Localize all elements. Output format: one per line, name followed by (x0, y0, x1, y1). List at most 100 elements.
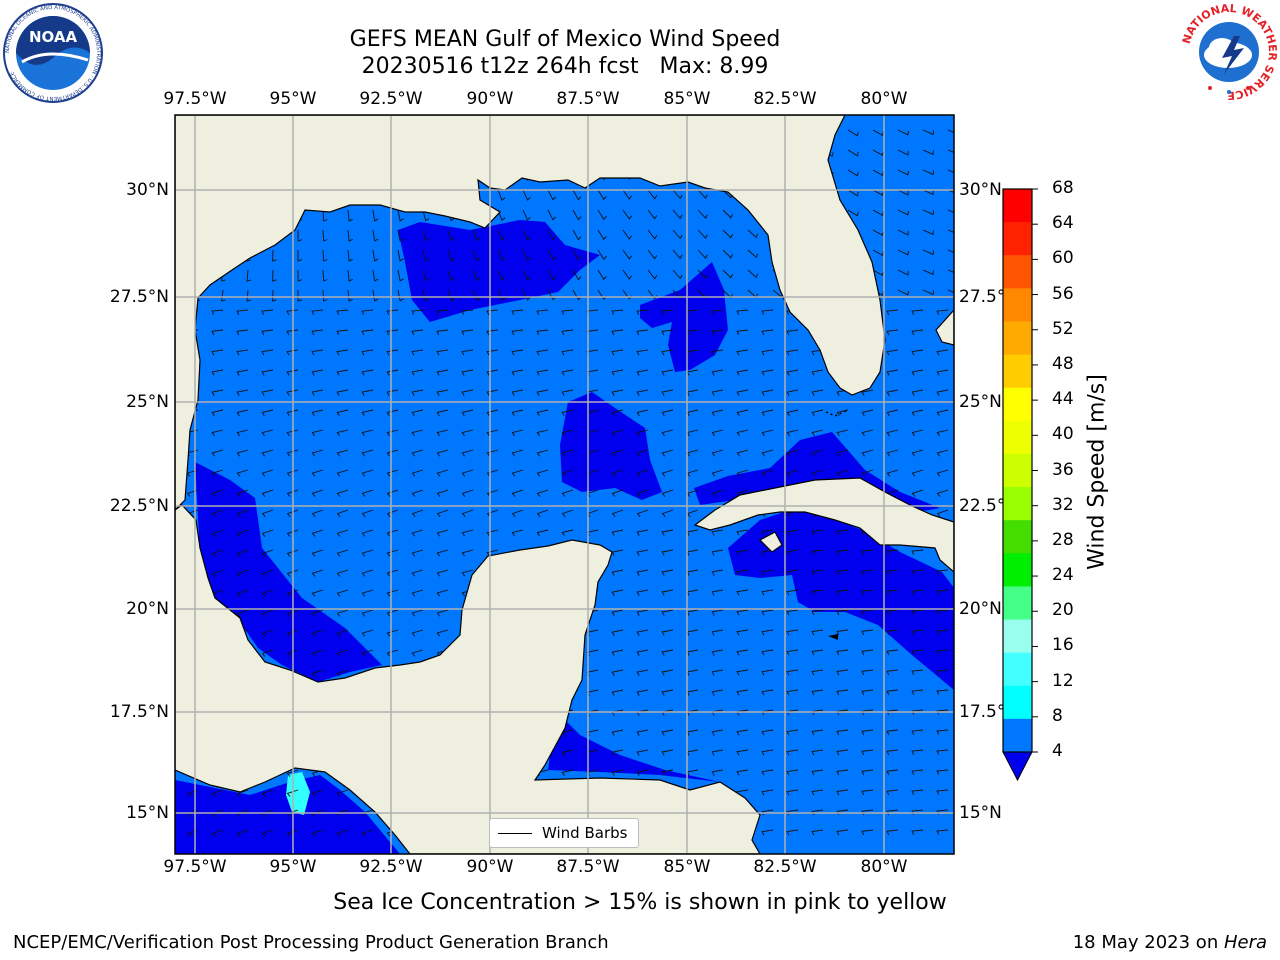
wind-barb (761, 469, 774, 477)
wind-barb (536, 429, 549, 437)
wind-barb (636, 509, 649, 518)
wind-barb (897, 229, 909, 236)
wind-barb (411, 449, 424, 457)
wind-barb (211, 309, 224, 315)
footer-left: NCEP/EMC/Verification Post Processing Pr… (13, 932, 609, 953)
wind-barb (386, 489, 399, 497)
wind-barb (636, 329, 649, 336)
wind-barb (736, 669, 749, 676)
colorbar-tick-label: 12 (1052, 670, 1074, 691)
wind-barb (861, 449, 874, 457)
wind-barb (336, 649, 349, 657)
wind-barb (636, 349, 649, 356)
wind-barb (286, 389, 299, 396)
wind-barb (511, 409, 524, 417)
land-bahamas (935, 309, 954, 346)
wind-barb (561, 489, 574, 497)
chart-title-line1: GEFS MEAN Gulf of Mexico Wind Speed (349, 27, 781, 52)
wind-barb (461, 449, 474, 457)
colorbar-extend-arrow (1002, 751, 1033, 782)
wind-barb (347, 249, 353, 262)
wind-barb (261, 569, 274, 577)
wind-barb (861, 789, 874, 796)
wind-barb (486, 389, 499, 396)
wind-barb (361, 569, 374, 577)
wind-barb (936, 749, 949, 755)
wind-barb (647, 229, 658, 240)
lat-tick-left: 17.5°N (109, 702, 169, 722)
colorbar-tick-label: 16 (1052, 635, 1074, 656)
wind-barb (811, 789, 824, 796)
wind-barb (536, 329, 549, 336)
wind-barb (447, 229, 455, 242)
wind-barb (811, 529, 824, 536)
wind-barb (261, 389, 274, 396)
wind-barb (411, 529, 424, 537)
wind-barb (761, 449, 774, 457)
lat-tick-right: 15°N (959, 803, 1002, 823)
wind-barb (911, 409, 924, 417)
wind-barb (886, 449, 899, 457)
wind-barb (811, 749, 824, 756)
wind-barb (422, 249, 430, 262)
wind-barb (411, 489, 424, 497)
wind-barb (711, 769, 724, 776)
wind-barb (636, 769, 649, 776)
wind-barb (472, 249, 480, 262)
noaa-logo: NATIONAL OCEANIC AND ATMOSPHERIC ADMINIS… (3, 3, 103, 103)
wind-barb (236, 409, 249, 417)
wind-barb (661, 489, 674, 497)
wind-barb (561, 409, 574, 417)
wind-barb (861, 549, 874, 556)
wind-barb (836, 469, 849, 477)
wind-barb (622, 189, 632, 200)
wind-barb (947, 209, 954, 213)
wind-barb (761, 329, 774, 336)
wind-barb (372, 289, 379, 302)
wind-barb (611, 509, 624, 518)
wind-barb (486, 309, 499, 315)
gridlines (175, 115, 954, 854)
wind-barb (836, 409, 849, 417)
wind-barb (886, 829, 899, 835)
wind-barb (911, 589, 924, 595)
wind-barb (597, 249, 607, 261)
wind-barb (397, 269, 404, 282)
wind-barb (736, 329, 749, 336)
wind-barb (221, 289, 226, 302)
wind-barb (611, 729, 624, 736)
colorbar-bar (1002, 188, 1038, 782)
wind-barb (311, 789, 324, 797)
wind-barb (511, 369, 524, 376)
wind-barb (647, 249, 658, 260)
wind-barb (836, 649, 849, 656)
wind-barb (661, 589, 674, 596)
wind-barb (561, 449, 574, 457)
wind-barb (411, 309, 424, 315)
wind-barb (911, 649, 924, 655)
wind-barb (897, 189, 909, 196)
wind-barb (536, 449, 549, 457)
sea-ice-note: Sea Ice Concentration > 15% is shown in … (333, 890, 947, 915)
wind-barb (311, 329, 324, 336)
wind-barb (622, 229, 632, 240)
lon-tick-top: 90°W (466, 89, 514, 109)
wind-barb (261, 349, 274, 356)
wind-barb (936, 469, 949, 477)
wind-barb (572, 189, 582, 201)
wind-barb (522, 229, 531, 241)
colorbar-segment (1003, 420, 1032, 455)
wind-barb (736, 749, 749, 756)
lat-tick-left: 22.5°N (109, 496, 169, 516)
noaa-logo-text: NOAA (29, 28, 78, 46)
wind-barb (672, 209, 683, 220)
wind-barb (336, 449, 349, 457)
wind-barb (422, 269, 430, 282)
wind-barb (361, 449, 374, 457)
wind-barb (936, 429, 949, 437)
wind-barb (861, 689, 874, 696)
wind-barb (361, 649, 374, 657)
wind-barb (336, 329, 349, 336)
wind-barb (211, 549, 224, 558)
lat-tick-right: 25°N (959, 392, 1002, 412)
